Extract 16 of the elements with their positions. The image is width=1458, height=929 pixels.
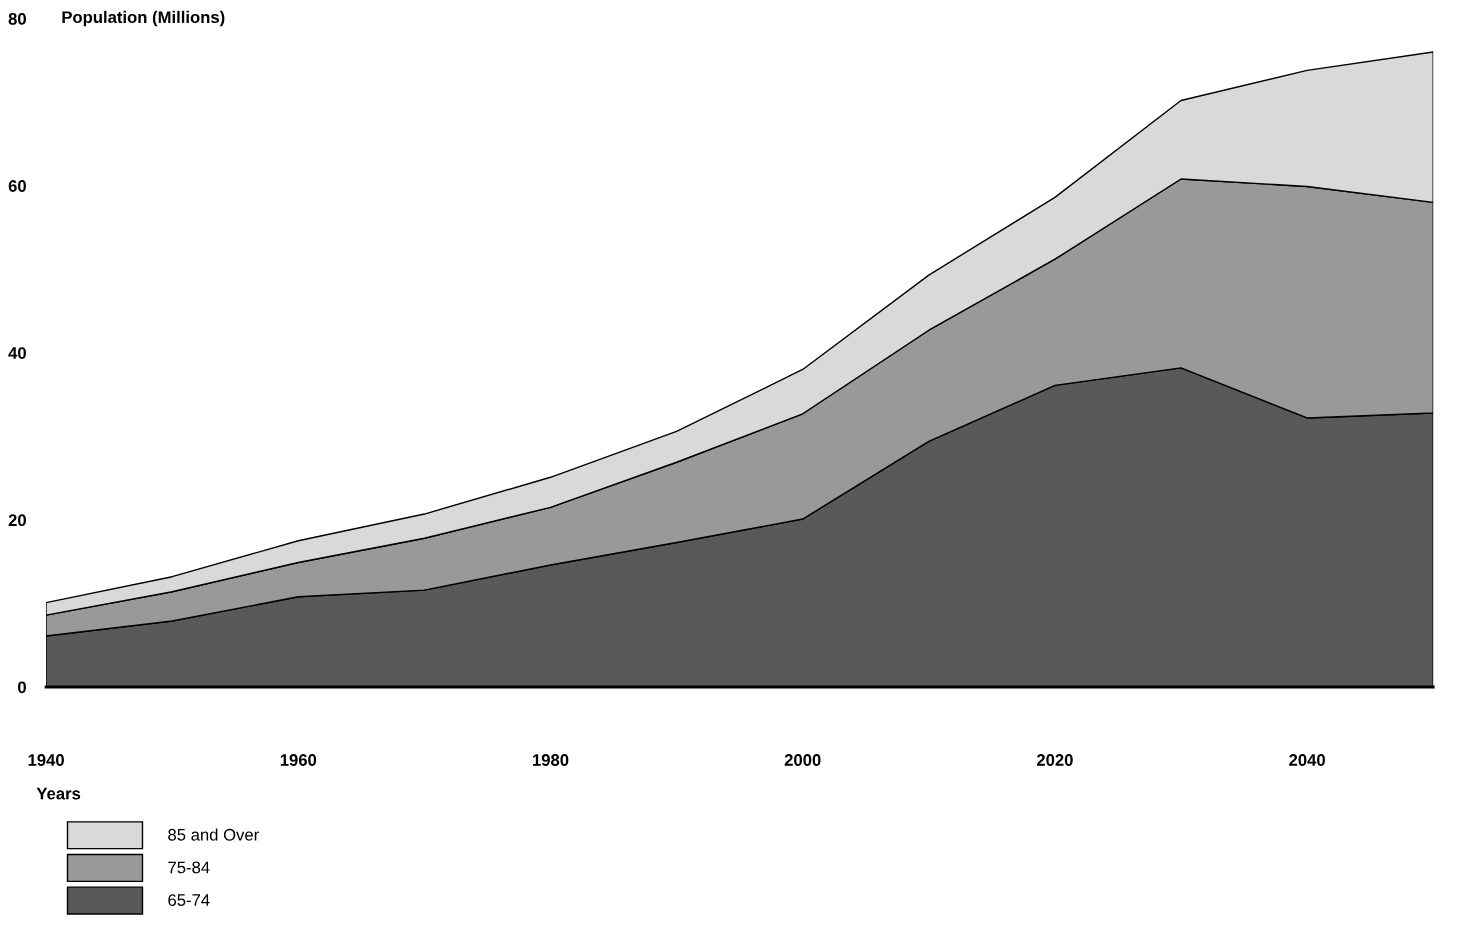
x-tick-label: 2040 <box>1289 754 1325 766</box>
y-tick-label: 40 <box>8 347 26 359</box>
legend-label: 75-84 <box>168 861 210 874</box>
legend-label: 85 and Over <box>168 828 259 841</box>
y-tick-label: 0 <box>18 681 26 694</box>
y-axis-title: Population (Millions) <box>62 10 225 27</box>
y-tick-label: 20 <box>8 514 26 527</box>
x-axis-title: Years <box>36 787 81 800</box>
x-tick-label: 2020 <box>1036 754 1073 766</box>
y-tick-label: 60 <box>8 180 26 192</box>
y-tick-label: 80 <box>8 12 26 25</box>
legend-label: 65-74 <box>168 894 210 906</box>
x-tick-label: 1960 <box>280 754 317 766</box>
x-tick-label: 2000 <box>784 754 821 766</box>
x-tick-label: 1940 <box>28 754 64 766</box>
x-tick-label: 1980 <box>533 754 569 766</box>
